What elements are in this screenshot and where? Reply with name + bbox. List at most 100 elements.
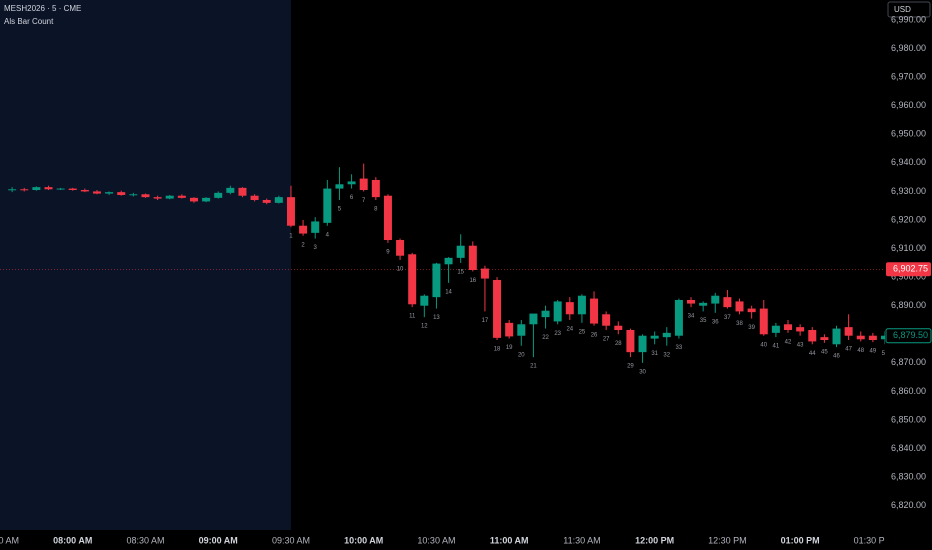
bar-count: 6 <box>350 195 354 201</box>
candle-body <box>444 257 453 265</box>
candle-body <box>347 181 356 185</box>
candle-body <box>153 197 162 199</box>
x-tick-label: 12:30 PM <box>708 535 747 545</box>
candle-body <box>832 328 841 345</box>
candle-body <box>214 192 223 198</box>
candle-body <box>335 184 344 189</box>
last-price-label: 6,879.50 <box>893 330 928 340</box>
candle-body <box>796 327 805 332</box>
candle-body <box>687 300 696 304</box>
candle-body <box>590 298 599 324</box>
candle-body <box>202 197 211 202</box>
candle-body <box>238 187 247 196</box>
candle-body <box>165 195 174 199</box>
candle-body <box>565 302 574 315</box>
bar-count: 48 <box>857 348 864 354</box>
candle-body <box>396 240 405 256</box>
x-tick-label: 09:00 AM <box>199 535 238 545</box>
bar-count: 42 <box>785 339 792 345</box>
candle-body <box>844 327 853 336</box>
candle-body <box>505 322 514 337</box>
candle-body <box>262 200 271 203</box>
candle-body <box>699 302 708 306</box>
bar-count: 5 <box>338 207 342 213</box>
candle-body <box>117 192 126 195</box>
candle-body <box>299 225 308 234</box>
candle-body <box>529 313 538 325</box>
candle-body <box>311 221 320 233</box>
bar-count: 17 <box>482 318 489 324</box>
x-tick-label: 08:00 AM <box>53 535 92 545</box>
y-tick-label: 6,990.00 <box>891 14 926 24</box>
candle-body <box>32 187 41 190</box>
candle-body <box>383 195 392 240</box>
bar-count: 35 <box>700 318 707 324</box>
bar-count: 39 <box>748 325 755 331</box>
y-tick-label: 6,920.00 <box>891 214 926 224</box>
candle-body <box>177 195 186 198</box>
bar-count: 20 <box>518 352 525 358</box>
bar-count: 8 <box>374 207 378 213</box>
bar-count: 24 <box>566 327 573 333</box>
bar-count: 47 <box>845 347 852 353</box>
candle-body <box>723 297 732 308</box>
bar-count: 45 <box>821 349 828 355</box>
bar-count: 36 <box>712 319 719 325</box>
y-tick-label: 6,870.00 <box>891 357 926 367</box>
candle-body <box>274 197 283 203</box>
x-tick-label: 10:30 AM <box>417 535 455 545</box>
candle-body <box>250 195 259 200</box>
bar-count: 29 <box>627 364 634 370</box>
candle-body <box>711 295 720 304</box>
y-tick-label: 6,980.00 <box>891 43 926 53</box>
candle-body <box>432 263 441 298</box>
x-tick-label: 01:30 PM <box>854 535 893 545</box>
candle-body <box>8 189 17 191</box>
bar-count: 16 <box>469 278 476 284</box>
premarket-shade <box>0 0 291 530</box>
x-tick-label: 01:00 PM <box>781 535 820 545</box>
candle-body <box>56 188 65 190</box>
bar-count: 31 <box>651 351 658 357</box>
bar-count: 4 <box>326 232 330 238</box>
symbol-title: MESH2026 · 5 · CME <box>4 4 81 13</box>
bar-count: 28 <box>615 341 622 347</box>
x-tick-label: 07:30 AM <box>0 535 19 545</box>
candle-body <box>44 187 53 190</box>
candle-body <box>517 324 526 336</box>
candle-body <box>468 245 477 270</box>
candle-body <box>735 301 744 312</box>
candle-body <box>141 194 150 198</box>
bar-count: 22 <box>542 335 549 341</box>
bar-count: 10 <box>397 267 404 273</box>
indicator-name: Als Bar Count <box>4 17 54 26</box>
x-tick-label: 08:30 AM <box>126 535 164 545</box>
x-tick-label: 10:00 AM <box>344 535 383 545</box>
candle-body <box>808 330 817 342</box>
candle-body <box>614 325 623 330</box>
candle-body <box>92 191 101 194</box>
candle-body <box>650 335 659 339</box>
bar-count: 14 <box>445 289 452 295</box>
currency: USD <box>894 5 911 14</box>
bar-count: 12 <box>421 324 428 330</box>
candle-body <box>493 280 502 338</box>
candle-body <box>286 197 295 226</box>
candle-body <box>80 190 89 192</box>
x-tick-label: 09:30 AM <box>272 535 310 545</box>
candle-body <box>189 197 198 202</box>
x-tick-label: 11:00 AM <box>490 535 529 545</box>
candle-body <box>226 187 235 193</box>
candle-body <box>480 268 489 279</box>
candle-body <box>359 178 368 190</box>
bar-count: 19 <box>506 345 513 351</box>
candle-body <box>456 245 465 258</box>
bar-count: 49 <box>870 349 877 355</box>
candle-body <box>408 254 417 305</box>
bar-count: 18 <box>494 347 501 353</box>
candle-body <box>577 295 586 315</box>
candle-body <box>626 330 635 353</box>
y-tick-label: 6,890.00 <box>891 300 926 310</box>
